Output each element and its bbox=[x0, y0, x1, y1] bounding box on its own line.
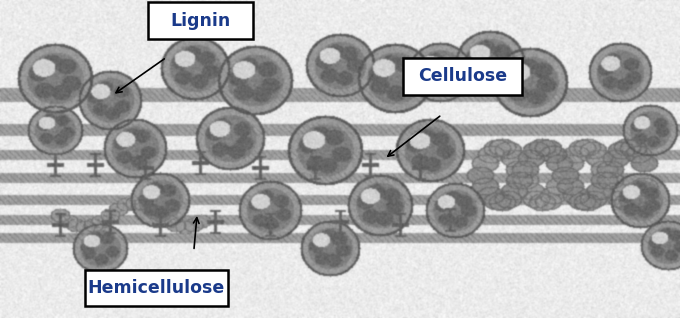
Text: Cellulose: Cellulose bbox=[418, 67, 507, 85]
FancyBboxPatch shape bbox=[403, 58, 522, 94]
FancyBboxPatch shape bbox=[148, 2, 253, 39]
Text: Hemicellulose: Hemicellulose bbox=[88, 279, 225, 297]
FancyBboxPatch shape bbox=[85, 270, 228, 306]
Text: Lignin: Lignin bbox=[171, 12, 231, 30]
